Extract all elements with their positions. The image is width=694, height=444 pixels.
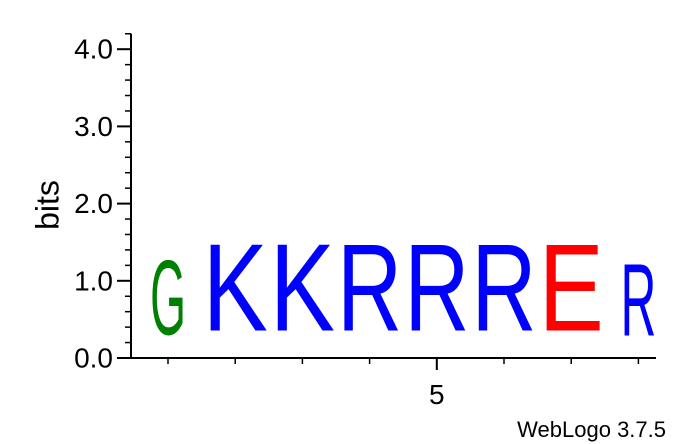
y-tick-label: 0.0 xyxy=(74,343,113,374)
logo-letter-r: R xyxy=(620,243,656,358)
logo-letter-g: G xyxy=(150,240,186,358)
y-tick-label: 2.0 xyxy=(74,188,113,219)
weblogo-credit: WebLogo 3.7.5 xyxy=(517,417,666,442)
axes: 0.0 1.0 2.0 3.0 4.0 5 xyxy=(74,33,656,410)
x-tick-label: 5 xyxy=(429,379,445,410)
logo-letter-r: R xyxy=(404,219,469,357)
logo-letter-r: R xyxy=(337,219,402,357)
logo-letter-r: R xyxy=(471,219,536,357)
y-tick-label: 1.0 xyxy=(74,265,113,296)
logo-letter-k: K xyxy=(270,219,335,358)
logo-letter-k: K xyxy=(203,219,268,358)
y-tick-label: 4.0 xyxy=(74,34,113,65)
logo-letter-e: E xyxy=(539,219,604,358)
y-tick-label: 3.0 xyxy=(74,111,113,142)
y-axis-label: bits xyxy=(29,180,65,230)
